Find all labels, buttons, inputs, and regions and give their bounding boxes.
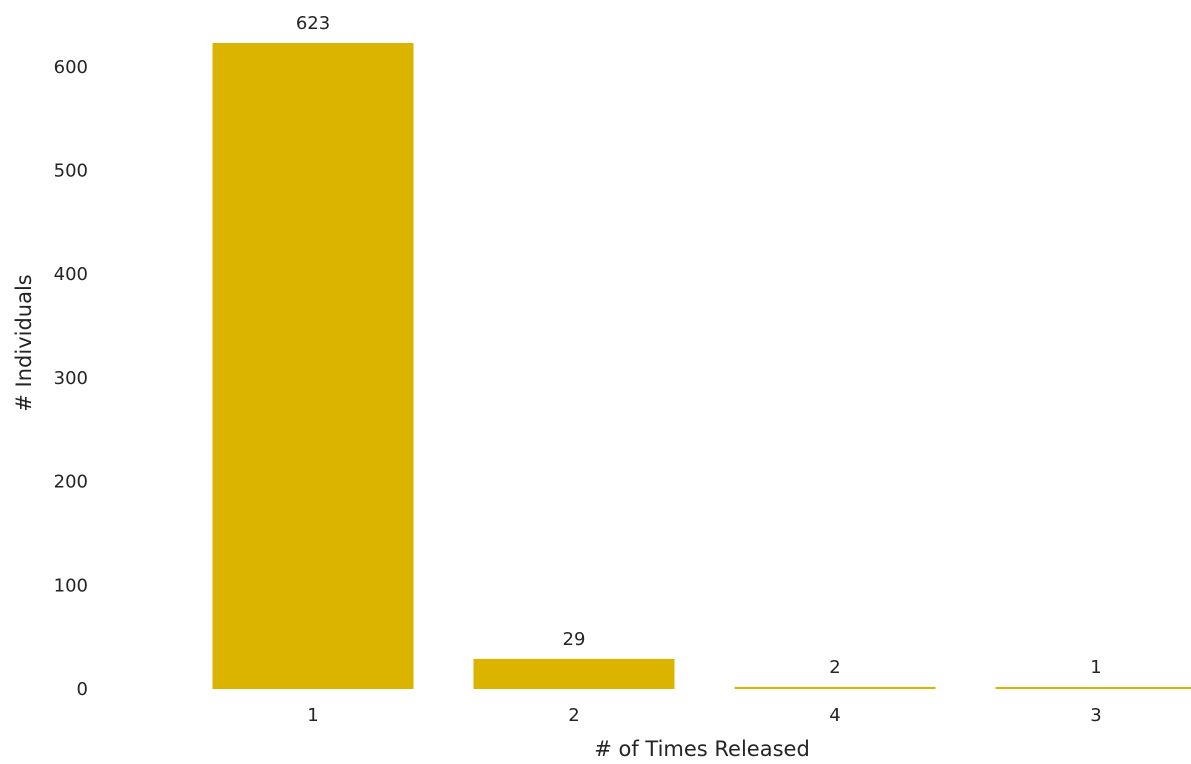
data-label: 2 [829, 657, 840, 678]
x-axis-title: # of Times Released [594, 737, 810, 761]
bars [212, 43, 1191, 689]
x-tick-label: 2 [568, 705, 579, 726]
y-tick-label: 200 [54, 472, 88, 493]
x-axis-ticks: 1 2 4 3 [307, 705, 1101, 726]
y-axis-ticks: 0 100 200 300 400 500 600 [54, 57, 88, 700]
y-tick-label: 0 [77, 679, 88, 700]
y-tick-label: 500 [54, 161, 88, 182]
y-tick-label: 600 [54, 57, 88, 78]
bar [995, 687, 1191, 689]
y-tick-label: 400 [54, 264, 88, 285]
bar [212, 43, 414, 689]
bar [734, 686, 936, 689]
y-tick-label: 300 [54, 368, 88, 389]
y-axis-title: # Individuals [12, 274, 36, 411]
data-labels: 623 29 2 1 [296, 13, 1102, 678]
x-tick-label: 4 [829, 705, 840, 726]
data-label: 1 [1090, 657, 1101, 678]
x-tick-label: 1 [307, 705, 318, 726]
y-tick-label: 100 [54, 575, 88, 596]
data-label: 623 [296, 13, 330, 34]
bar [473, 658, 675, 689]
x-tick-label: 3 [1090, 705, 1101, 726]
data-label: 29 [563, 629, 586, 650]
